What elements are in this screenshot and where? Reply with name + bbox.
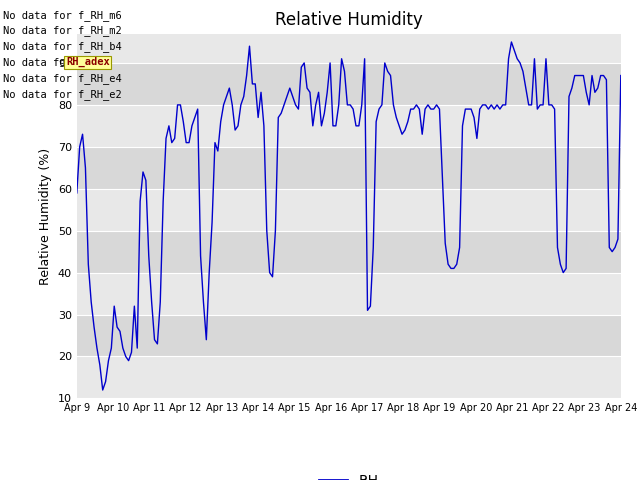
Bar <box>77 147 621 189</box>
Bar <box>77 189 621 231</box>
Bar <box>77 357 621 398</box>
Text: No data for f_RH_m6: No data for f_RH_m6 <box>3 10 122 21</box>
Legend: RH: RH <box>314 468 384 480</box>
Text: No data for f_: No data for f_ <box>3 57 91 68</box>
Text: No data for f_RH_m2: No data for f_RH_m2 <box>3 25 122 36</box>
Title: Relative Humidity: Relative Humidity <box>275 11 422 29</box>
Bar <box>77 231 621 273</box>
Text: No data for f_RH_b4: No data for f_RH_b4 <box>3 41 122 52</box>
Text: No data for f_RH_e2: No data for f_RH_e2 <box>3 89 122 100</box>
Text: No data for f_RH_e4: No data for f_RH_e4 <box>3 73 122 84</box>
Bar <box>77 63 621 105</box>
Text: RH_adex: RH_adex <box>66 57 109 67</box>
Bar <box>77 314 621 357</box>
Y-axis label: Relative Humidity (%): Relative Humidity (%) <box>39 147 52 285</box>
Bar <box>77 105 621 147</box>
Bar <box>77 273 621 314</box>
